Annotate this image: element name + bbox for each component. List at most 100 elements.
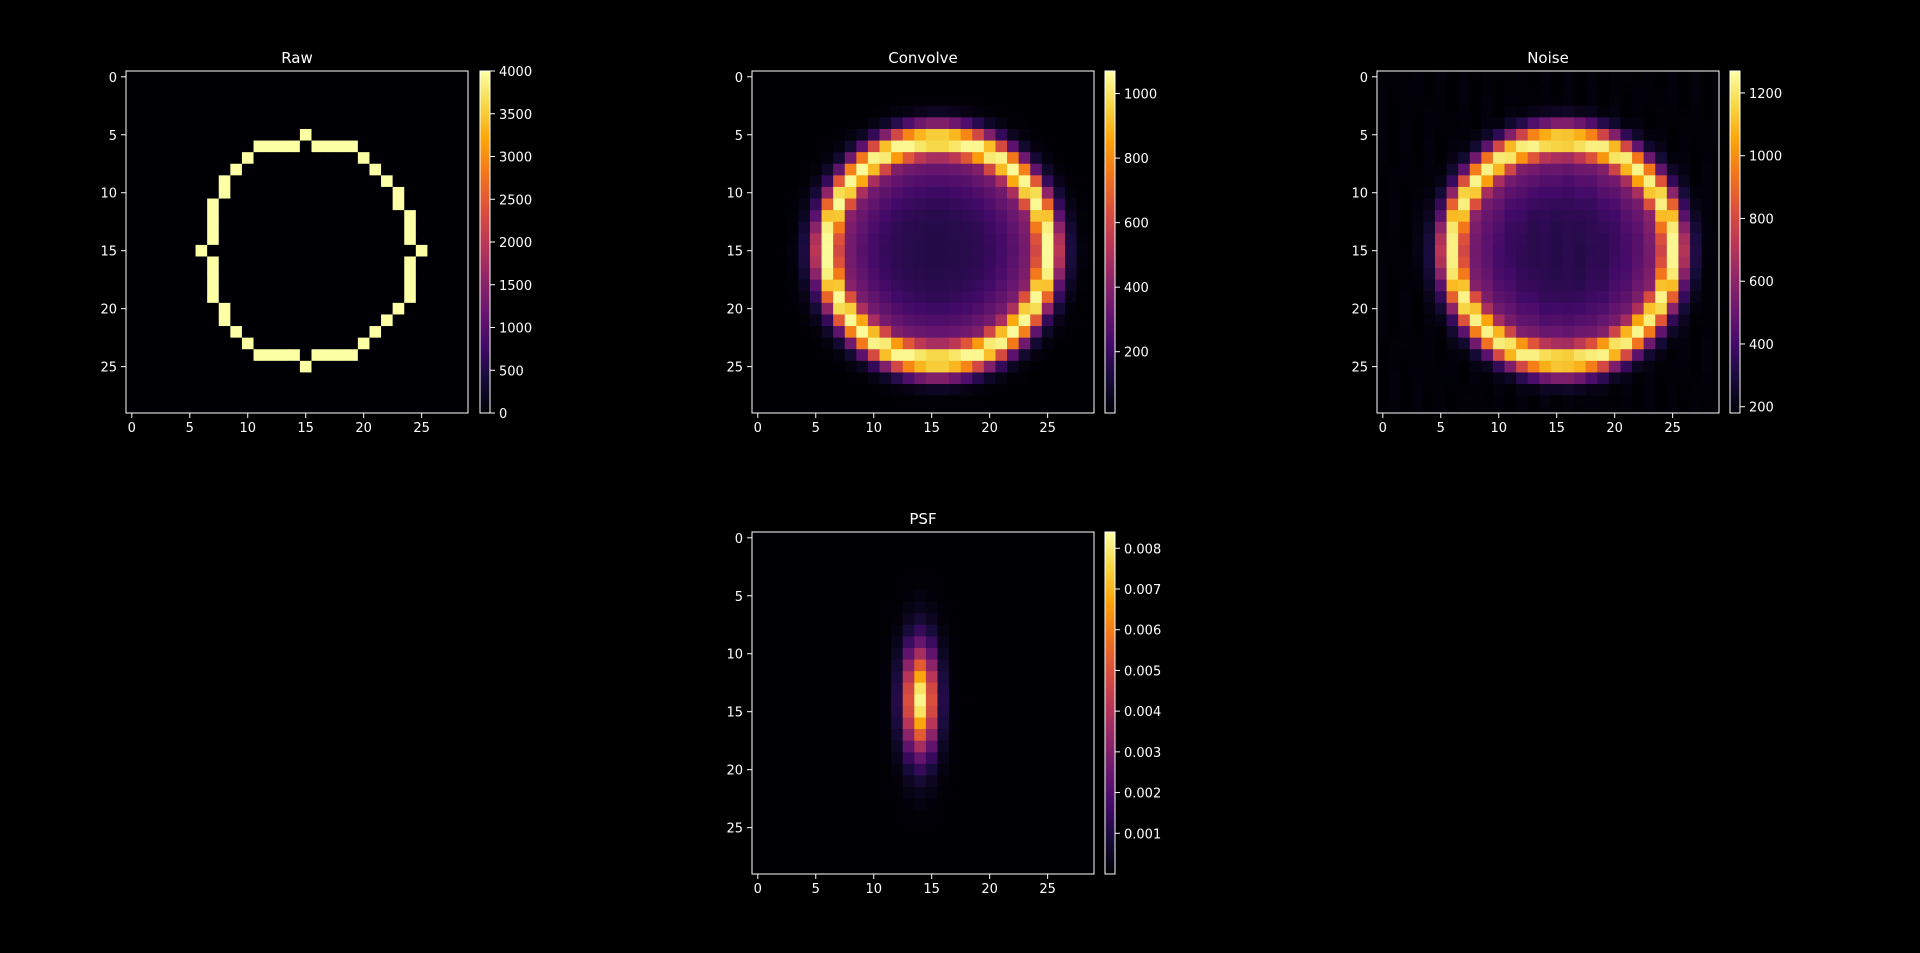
y-tick-label: 15	[100, 245, 117, 260]
heatmap-cell	[1030, 256, 1043, 269]
heatmap-cell	[833, 705, 846, 719]
heatmap-cell	[462, 163, 468, 176]
heatmap-cell	[1516, 291, 1529, 304]
heatmap-cell	[949, 578, 962, 591]
heatmap-cell	[949, 210, 962, 223]
heatmap-cell	[1434, 233, 1448, 246]
heatmap-cell	[833, 833, 846, 846]
heatmap-cell	[949, 555, 962, 568]
heatmap-cell	[1527, 198, 1540, 211]
heatmap-cell	[833, 659, 846, 672]
heatmap-cell	[1458, 82, 1471, 95]
heatmap-cell	[1076, 589, 1089, 603]
heatmap-cell	[1076, 624, 1089, 637]
heatmap-cell	[265, 105, 278, 118]
heatmap-cell	[856, 821, 869, 835]
heatmap-cell	[415, 326, 429, 339]
heatmap-cell	[1411, 360, 1424, 374]
heatmap-cell	[195, 384, 208, 397]
heatmap-cell	[450, 326, 463, 339]
heatmap-cell	[241, 140, 255, 153]
heatmap-cell	[972, 233, 985, 246]
heatmap-cell	[1053, 71, 1066, 84]
heatmap-cell	[867, 532, 881, 545]
heatmap-cell	[914, 566, 927, 579]
heatmap-cell	[1608, 279, 1622, 292]
heatmap-cell	[1597, 198, 1610, 211]
heatmap-cell	[149, 105, 162, 118]
heatmap-cell	[914, 256, 927, 269]
heatmap-cell	[230, 175, 243, 188]
heatmap-cell	[195, 326, 208, 339]
heatmap-cell	[925, 117, 939, 130]
heatmap-cell	[1469, 337, 1482, 350]
heatmap-cell	[867, 291, 881, 304]
heatmap-cell	[1469, 360, 1482, 374]
heatmap-cell	[334, 384, 347, 397]
heatmap-cell	[972, 82, 985, 95]
heatmap-cell	[183, 82, 197, 95]
heatmap-cell	[914, 71, 927, 84]
heatmap-cell	[983, 384, 997, 397]
heatmap-cell	[1053, 532, 1066, 545]
heatmap-cell	[937, 221, 950, 234]
heatmap-cell	[914, 221, 927, 234]
heatmap-cell	[856, 763, 869, 777]
heatmap-cell	[1469, 210, 1482, 223]
heatmap-cell	[763, 659, 776, 672]
heatmap-cell	[1469, 140, 1482, 153]
heatmap-cell	[1469, 395, 1482, 408]
heatmap-cell	[392, 221, 405, 234]
heatmap-cell	[392, 140, 405, 153]
heatmap-cell	[1053, 775, 1066, 788]
heatmap-cell	[1550, 210, 1564, 223]
heatmap-cell	[1065, 175, 1078, 188]
heatmap-cell	[960, 395, 973, 408]
heatmap-cell	[381, 384, 394, 397]
heatmap-cell	[995, 647, 1008, 661]
heatmap-cell	[937, 833, 950, 846]
heatmap-cell	[450, 349, 463, 362]
heatmap-cell	[1550, 407, 1564, 413]
heatmap-cell	[311, 372, 324, 385]
heatmap-cell	[856, 589, 869, 603]
heatmap-cell	[914, 384, 927, 397]
heatmap-cell	[809, 740, 823, 753]
heatmap-cell	[439, 268, 452, 281]
heatmap-cell	[821, 740, 834, 753]
heatmap-cell	[786, 314, 799, 327]
heatmap-cell	[844, 647, 857, 661]
heatmap-cell	[439, 314, 452, 327]
x-tick-label: 5	[812, 421, 820, 436]
heatmap-cell	[253, 117, 266, 130]
heatmap-cell	[1018, 186, 1031, 200]
heatmap-cell	[1041, 233, 1055, 246]
heatmap-cell	[809, 659, 823, 672]
heatmap-cell	[856, 694, 869, 707]
heatmap-cell	[1388, 186, 1401, 200]
heatmap-cell	[149, 268, 162, 281]
heatmap-cell	[334, 117, 347, 130]
heatmap-cell	[879, 384, 892, 397]
heatmap-cell	[126, 186, 139, 200]
heatmap-cell	[752, 128, 765, 142]
heatmap-cell	[937, 868, 950, 874]
heatmap-cell	[450, 302, 463, 316]
heatmap-cell	[1655, 349, 1668, 362]
heatmap-cell	[775, 763, 788, 777]
heatmap-cell	[1678, 152, 1691, 165]
heatmap-cell	[1458, 279, 1471, 292]
heatmap-cell	[288, 163, 301, 176]
heatmap-cell	[972, 279, 985, 292]
heatmap-cell	[1655, 314, 1668, 327]
heatmap-cell	[844, 186, 857, 200]
heatmap-cell	[160, 407, 173, 413]
heatmap-cell	[1088, 198, 1094, 211]
heatmap-cell	[937, 671, 950, 684]
heatmap-cell	[1030, 833, 1043, 846]
heatmap-cell	[1007, 705, 1020, 719]
heatmap-cell	[763, 210, 776, 223]
heatmap-cell	[1516, 117, 1529, 130]
heatmap-cell	[1516, 395, 1529, 408]
